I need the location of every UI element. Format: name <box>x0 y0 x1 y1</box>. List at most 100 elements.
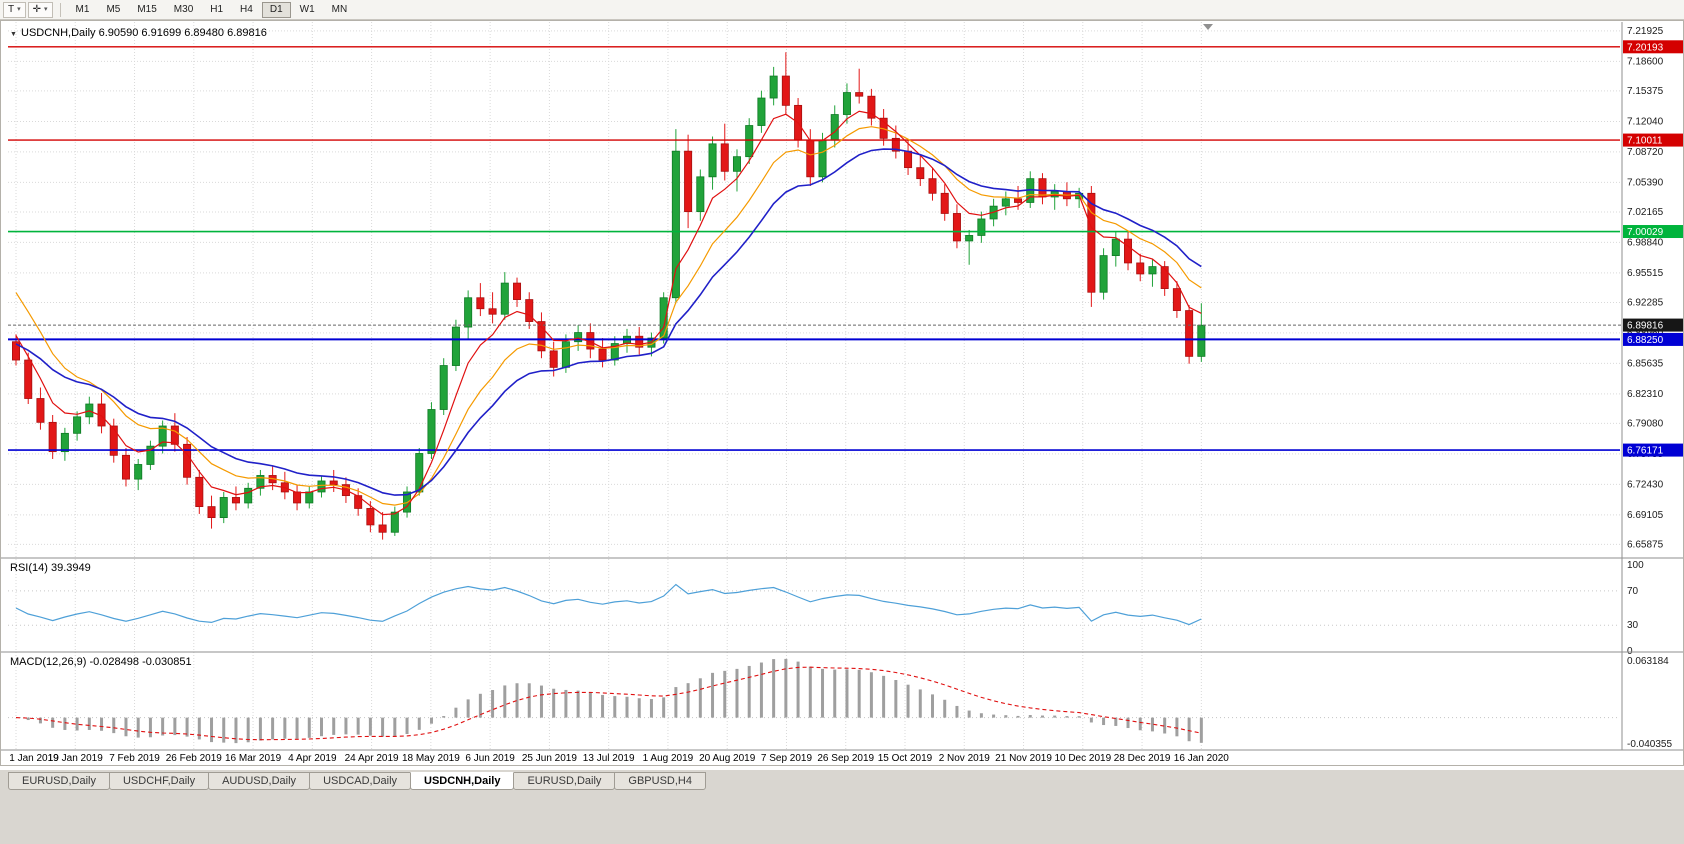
candle-body <box>464 297 473 328</box>
price-level-badge-label: 6.89816 <box>1627 321 1664 332</box>
candle-body <box>769 75 778 99</box>
candle-body <box>537 321 546 352</box>
candle-body <box>1038 178 1047 198</box>
candle-body <box>1001 198 1010 207</box>
chart-frame <box>0 20 1684 766</box>
ma-mid-line <box>15 126 1202 506</box>
date-axis-label: 15 Oct 2019 <box>878 753 933 764</box>
candle-body <box>561 341 570 368</box>
tab-gbpusd-h4[interactable]: GBPUSD,H4 <box>614 772 706 790</box>
candle-body <box>451 326 460 366</box>
price-axis-label: 7.12040 <box>1627 116 1664 127</box>
timeframe-button-mn[interactable]: MN <box>324 2 356 18</box>
candle-body <box>781 75 790 106</box>
horizontal-level-lines <box>8 46 1622 451</box>
timeframe-button-m30[interactable]: M30 <box>166 2 201 18</box>
tab-audusd-daily[interactable]: AUDUSD,Daily <box>208 772 311 790</box>
candle-body <box>977 218 986 236</box>
candle-body <box>916 167 925 180</box>
candle-body <box>244 487 253 504</box>
candle-body <box>1160 266 1169 289</box>
candle-body <box>158 425 167 447</box>
date-axis-label: 28 Dec 2019 <box>1114 753 1171 764</box>
candle-body <box>952 213 961 242</box>
timeframe-button-h1[interactable]: H1 <box>202 2 231 18</box>
candle-body <box>317 480 326 493</box>
candle-body <box>928 178 937 194</box>
candle-body <box>427 409 436 454</box>
candle-body <box>830 114 839 141</box>
symbol-dropdown-icon: ▼ <box>10 31 17 38</box>
candle-body <box>635 335 644 348</box>
price-axis: 7.21925 7.18600 7.15375 7.12040 7.08720 7.053… <box>1623 26 1683 550</box>
timeframe-button-m15[interactable]: M15 <box>129 2 164 18</box>
price-axis-label: 6.98840 <box>1627 237 1664 248</box>
crosshair-tool-button[interactable]: ✛ ▾ <box>27 1 53 18</box>
rsi-axis-label: 70 <box>1627 586 1639 597</box>
rsi-axis-label: 30 <box>1627 620 1639 631</box>
date-axis-label: 4 Apr 2019 <box>288 753 337 764</box>
candle-body <box>256 475 265 489</box>
candle-body <box>574 332 583 343</box>
price-level-badge <box>1623 443 1683 457</box>
macd-pane: 0.063184 -0.040355 MACD(12,26,9) -0.028498… <box>8 656 1672 750</box>
date-axis-label: 25 Jun 2019 <box>522 753 577 764</box>
price-level-badge-label: 6.88250 <box>1627 335 1664 346</box>
tab-usdcnh-daily[interactable]: USDCNH,Daily <box>410 772 515 790</box>
timeframe-button-w1[interactable]: W1 <box>292 2 323 18</box>
date-axis-label: 21 Nov 2019 <box>995 753 1052 764</box>
moving-average-lines <box>15 110 1202 516</box>
tab-eurusd-daily-2[interactable]: EURUSD,Daily <box>513 772 616 790</box>
candle-body <box>476 297 485 310</box>
candle-body <box>48 421 57 453</box>
dropdown-caret-icon: ▾ <box>44 6 48 13</box>
date-axis-label: 1 Aug 2019 <box>643 753 694 764</box>
candle-body <box>732 156 741 172</box>
grid <box>8 22 1620 749</box>
macd-indicator-label: MACD(12,26,9) -0.028498 -0.030851 <box>10 656 192 668</box>
candle-body <box>390 511 399 533</box>
timeframe-button-d1[interactable]: D1 <box>261 1 291 18</box>
date-axis-label: 7 Feb 2019 <box>109 753 160 764</box>
candle-body <box>1087 192 1096 293</box>
candle-body <box>170 425 179 445</box>
candle-body <box>867 95 876 119</box>
price-axis-label: 6.92285 <box>1627 297 1664 308</box>
candle-body <box>207 506 216 519</box>
timeframe-button-m1[interactable]: M1 <box>68 2 98 18</box>
templates-button[interactable]: T ▾ <box>3 1 26 18</box>
timeframe-button-h4[interactable]: H4 <box>232 2 261 18</box>
candle-body <box>305 491 314 504</box>
price-level-badge <box>1623 40 1683 54</box>
chart-ohlc-readout: USDCNH,Daily 6.90590 6.91699 6.89480 6.8… <box>21 27 267 39</box>
rsi-indicator-label: RSI(14) 39.3949 <box>10 562 91 574</box>
candle-body <box>720 143 729 172</box>
price-axis-label: 7.05390 <box>1627 177 1664 188</box>
timeframe-button-m5[interactable]: M5 <box>98 2 128 18</box>
toolbar: T ▾ ✛ ▾ M1 M5 M15 M30 H1 H4 D1 W1 MN <box>0 0 1684 20</box>
price-axis-label: 6.85635 <box>1627 358 1664 369</box>
candle-body <box>329 480 338 486</box>
date-axis-label: 20 Aug 2019 <box>699 753 756 764</box>
macd-axis-label: 0.063184 <box>1627 656 1669 667</box>
candle-body <box>708 143 717 178</box>
tab-eurusd-daily-1[interactable]: EURUSD,Daily <box>8 772 110 790</box>
chart-tab-bar: EURUSD,Daily USDCHF,Daily AUDUSD,Daily U… <box>0 770 1684 790</box>
price-chart-canvas[interactable]: 10070300RSI(14) 39.39490.063184-0.040355… <box>0 20 1684 766</box>
tab-usdchf-daily[interactable]: USDCHF,Daily <box>108 772 210 790</box>
date-axis-label: 6 Jun 2019 <box>465 753 515 764</box>
toolbar-separator <box>59 2 61 17</box>
candle-body <box>549 350 558 368</box>
candle-body <box>671 150 680 299</box>
candle-body <box>36 398 45 423</box>
candle-body <box>818 139 827 178</box>
price-level-badge <box>1623 318 1683 332</box>
price-level-badge-label: 6.76171 <box>1627 446 1664 457</box>
chart-shift-marker <box>1203 24 1213 30</box>
tab-usdcad-daily[interactable]: USDCAD,Daily <box>309 772 412 790</box>
date-axis-label: 1 Jan 2019 <box>9 753 59 764</box>
date-axis-label: 16 Mar 2019 <box>225 753 282 764</box>
candle-body <box>696 176 705 213</box>
candle-body <box>60 432 69 453</box>
